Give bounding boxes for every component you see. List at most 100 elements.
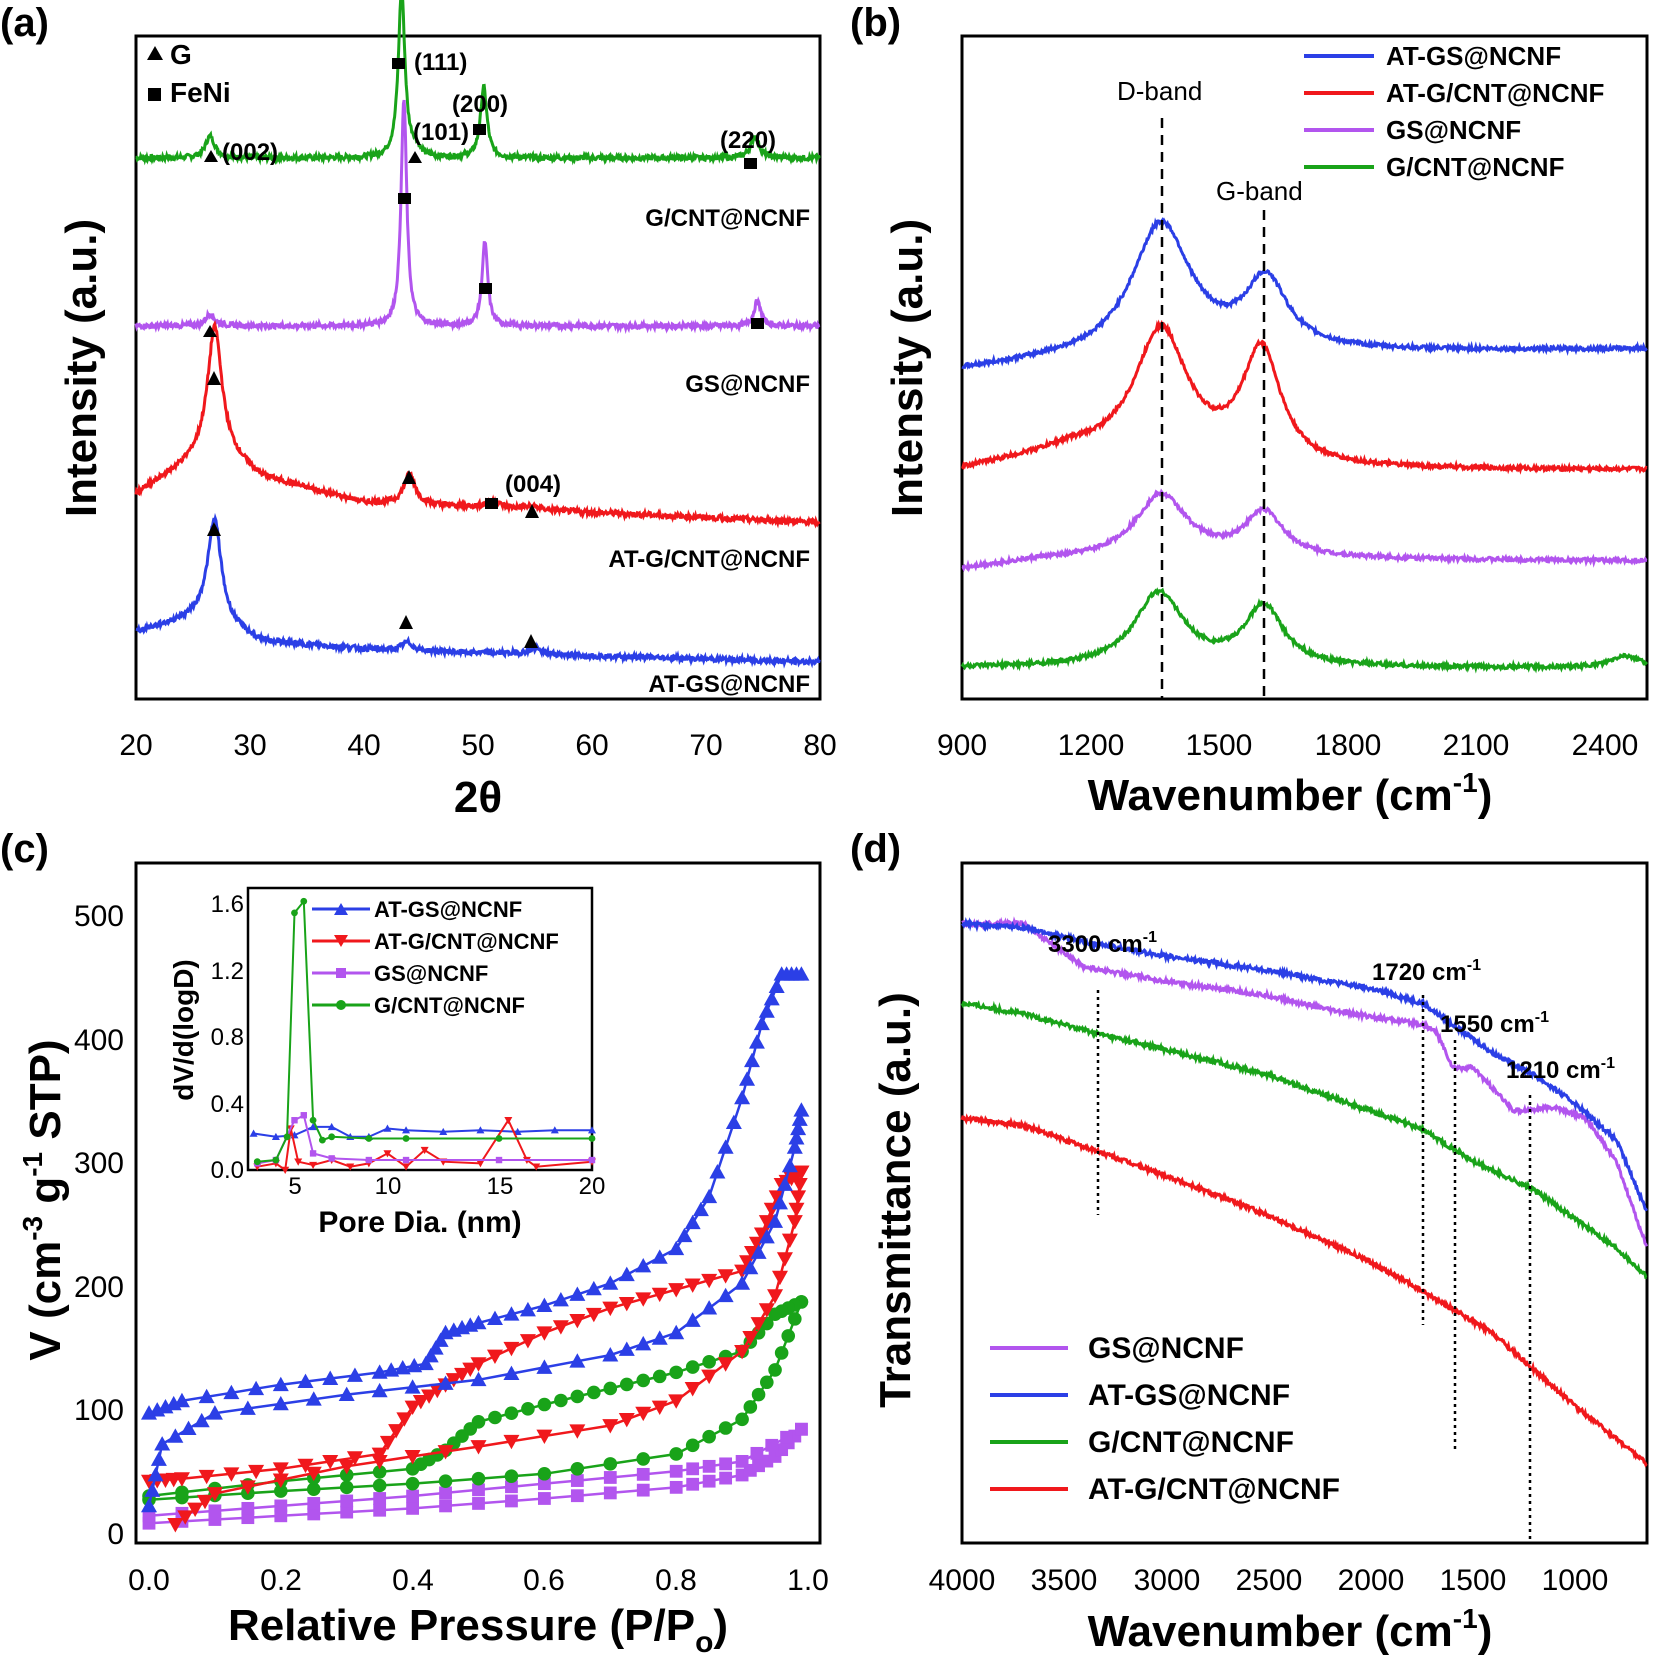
isotherm-point-at-g-cnt-ncnf	[739, 1255, 756, 1270]
curve-label: AT-G/CNT@NCNF	[608, 546, 810, 573]
xtick-label: 30	[233, 729, 266, 762]
triangle-marker	[207, 522, 221, 536]
isotherm-point-at-gs-ncnf	[635, 1258, 652, 1273]
isotherm-point-g-cnt-ncnf	[636, 1373, 651, 1388]
isotherm-point-g-cnt-ncnf	[274, 1484, 288, 1498]
pore-point-at-g-cnt-ncnf	[346, 1163, 355, 1171]
xtick-label: 1500	[1440, 1564, 1507, 1597]
ftir-curve-at-gs-ncnf	[961, 917, 1648, 1212]
isotherm-point-at-gs-ncnf	[793, 1102, 810, 1117]
legend-label: G/CNT@NCNF	[1088, 1426, 1294, 1459]
isotherm-point-g-cnt-ncnf	[603, 1381, 618, 1396]
isotherm-point-gs-ncnf	[472, 1497, 485, 1510]
square-marker	[479, 283, 492, 294]
isotherm-point-at-gs-ncnf	[739, 1071, 756, 1086]
square-marker	[392, 58, 405, 69]
isotherm-point-at-gs-ncnf	[668, 1324, 685, 1340]
triangle-marker	[525, 504, 539, 518]
isotherm-point-at-gs-ncnf	[734, 1275, 751, 1290]
pore-point-at-g-cnt-ncnf	[281, 1166, 290, 1174]
isotherm-point-g-cnt-ncnf	[554, 1393, 568, 1408]
isotherm-point-at-g-cnt-ncnf	[503, 1434, 520, 1450]
inset-ylabel: dV/d(logD)	[168, 959, 199, 1101]
isotherm-point-at-gs-ncnf	[206, 1405, 223, 1420]
legend-label: GS@NCNF	[1088, 1332, 1244, 1365]
isotherm-point-at-g-cnt-ncnf	[668, 1394, 685, 1409]
pore-point-at-gs-ncnf	[249, 1129, 258, 1137]
isotherm-point-gs-ncnf	[439, 1486, 452, 1500]
pore-point-at-g-cnt-ncnf	[504, 1117, 513, 1125]
panel-b-frame	[960, 34, 1649, 701]
isotherm-point-at-gs-ncnf	[602, 1347, 619, 1362]
isotherm-point-g-cnt-ncnf	[405, 1476, 420, 1491]
isotherm-point-gs-ncnf	[603, 1471, 617, 1484]
isotherm-point-g-cnt-ncnf	[788, 1312, 802, 1326]
isotherm-point-at-gs-ncnf	[154, 1436, 171, 1451]
isotherm-point-at-gs-ncnf	[569, 1286, 586, 1301]
isotherm-point-gs-ncnf	[307, 1497, 321, 1510]
isotherm-point-gs-ncnf	[686, 1477, 700, 1491]
panel-a-curves	[134, 0, 821, 669]
isotherm-point-at-g-cnt-ncnf	[470, 1357, 487, 1372]
isotherm-point-gs-ncnf	[142, 1509, 156, 1523]
isotherm-point-gs-ncnf	[439, 1499, 452, 1513]
isotherm-point-gs-ncnf	[636, 1467, 650, 1481]
pore-point-g-cnt-ncnf	[328, 1133, 336, 1141]
isotherm-point-at-gs-ncnf	[536, 1359, 553, 1374]
legend-label: AT-GS@NCNF	[1088, 1379, 1290, 1412]
xtick-label: 0.0	[128, 1564, 170, 1597]
isotherm-point-gs-ncnf	[669, 1464, 683, 1478]
isotherm-point-at-gs-ncnf	[743, 1052, 760, 1068]
isotherm-point-at-gs-ncnf	[305, 1391, 322, 1406]
legend-label: GS@NCNF	[374, 961, 488, 986]
curve-label: AT-GS@NCNF	[648, 671, 810, 698]
isotherm-point-g-cnt-ncnf	[768, 1363, 782, 1377]
annotation-1550: 1550 cm-1	[1440, 1009, 1549, 1038]
square-marker	[485, 498, 498, 509]
legend-circle-marker	[336, 1000, 346, 1010]
peak-label: (002)	[222, 139, 278, 166]
isotherm-point-at-g-cnt-ncnf	[388, 1424, 405, 1439]
isotherm-point-at-g-cnt-ncnf	[602, 1419, 619, 1434]
square-marker	[744, 158, 757, 169]
raman-curve-at-gs-ncnf	[961, 217, 1648, 370]
pore-point-gs-ncnf	[309, 1150, 317, 1157]
isotherm-point-at-gs-ncnf	[709, 1164, 726, 1179]
legend-square-marker	[148, 88, 161, 101]
isotherm-point-g-cnt-ncnf	[306, 1482, 321, 1497]
panel-a-ylabel: Intensity (a.u.)	[57, 219, 106, 517]
ytick-label: 300	[74, 1147, 124, 1180]
panel-d: (d) 4000 3500 3000 2500 2000 1500 1000 W…	[850, 827, 1649, 1656]
isotherm-point-g-cnt-ncnf	[504, 1469, 519, 1484]
isotherm-point-at-gs-ncnf	[198, 1388, 215, 1404]
isotherm-point-g-cnt-ncnf	[774, 1346, 789, 1360]
pore-point-g-cnt-ncnf	[272, 1156, 280, 1164]
xtick-label: 1800	[1315, 729, 1382, 762]
isotherm-point-at-gs-ncnf	[338, 1386, 355, 1402]
isotherm-point-at-g-cnt-ncnf	[767, 1289, 784, 1304]
isotherm-point-at-gs-ncnf	[767, 1213, 784, 1228]
legend-triangle-marker	[147, 46, 163, 60]
pore-point-g-cnt-ncnf	[283, 1133, 291, 1141]
xtick-label: 50	[461, 729, 494, 762]
isotherm-point-gs-ncnf	[406, 1489, 419, 1503]
isotherm-point-at-g-cnt-ncnf	[635, 1406, 652, 1422]
xtick-label: 1500	[1186, 729, 1253, 762]
isotherm-point-g-cnt-ncnf	[504, 1406, 519, 1420]
pore-point-at-gs-ncnf	[476, 1126, 485, 1134]
isotherm-point-at-g-cnt-ncnf	[536, 1429, 553, 1445]
legend-triangle-down-marker	[334, 935, 348, 947]
xtick-label: 1.0	[787, 1564, 829, 1597]
panel-c-inset: 5 10 15 20 0.0 0.4 0.8 1.2 1.6 Pore Dia.…	[168, 886, 605, 1239]
isotherm-point-g-cnt-ncnf	[702, 1429, 716, 1444]
isotherm-point-at-g-cnt-ncnf	[445, 1373, 462, 1388]
ytick-label: 200	[74, 1271, 124, 1304]
isotherm-point-at-gs-ncnf	[239, 1400, 256, 1415]
pore-point-g-cnt-ncnf	[253, 1158, 261, 1166]
xrd-curve-gs-ncnf	[134, 99, 821, 335]
isotherm-point-at-gs-ncnf	[394, 1360, 411, 1375]
pore-point-at-gs-ncnf	[588, 1126, 596, 1134]
isotherm-point-at-g-cnt-ncnf	[701, 1273, 718, 1289]
isotherm-point-at-gs-ncnf	[141, 1405, 157, 1420]
